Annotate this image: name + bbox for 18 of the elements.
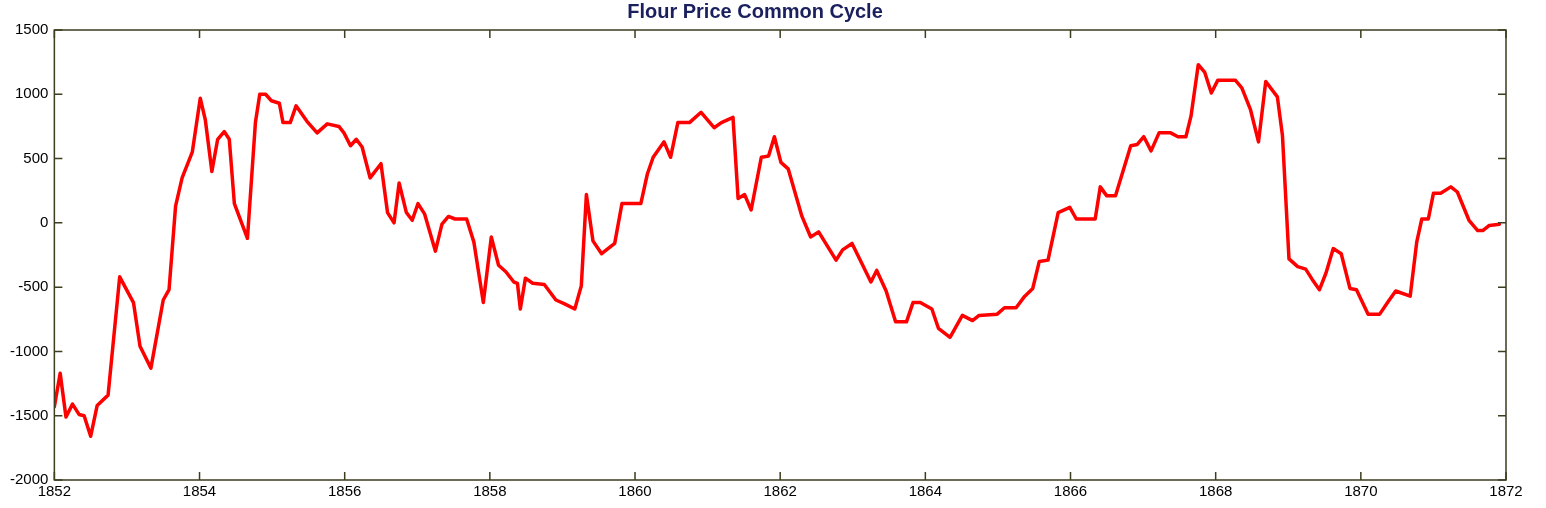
x-tick-label: 1856 (328, 482, 362, 500)
chart-title: Flour Price Common Cycle (627, 0, 883, 22)
x-tick-label: 1866 (1053, 482, 1088, 500)
x-tick-label: 1862 (763, 482, 797, 500)
y-tick-label: -1000 (9, 341, 49, 359)
y-tick-label: -1500 (9, 405, 49, 423)
y-tick-label: 500 (23, 148, 49, 166)
y-tick-label: 0 (40, 213, 49, 230)
y-tick-label: -500 (18, 277, 49, 295)
x-tick-label: 1870 (1344, 482, 1378, 500)
x-tick-label: 1864 (908, 482, 943, 500)
x-tick-label: 1860 (618, 482, 652, 500)
y-tick-label: 1000 (14, 84, 49, 102)
x-tick-label: 1854 (182, 482, 217, 500)
x-tick-label: 1858 (473, 482, 507, 500)
y-tick-label: 1500 (14, 20, 49, 38)
x-tick-label: 1868 (1198, 482, 1233, 500)
x-tick-label: 1872 (1489, 482, 1523, 500)
